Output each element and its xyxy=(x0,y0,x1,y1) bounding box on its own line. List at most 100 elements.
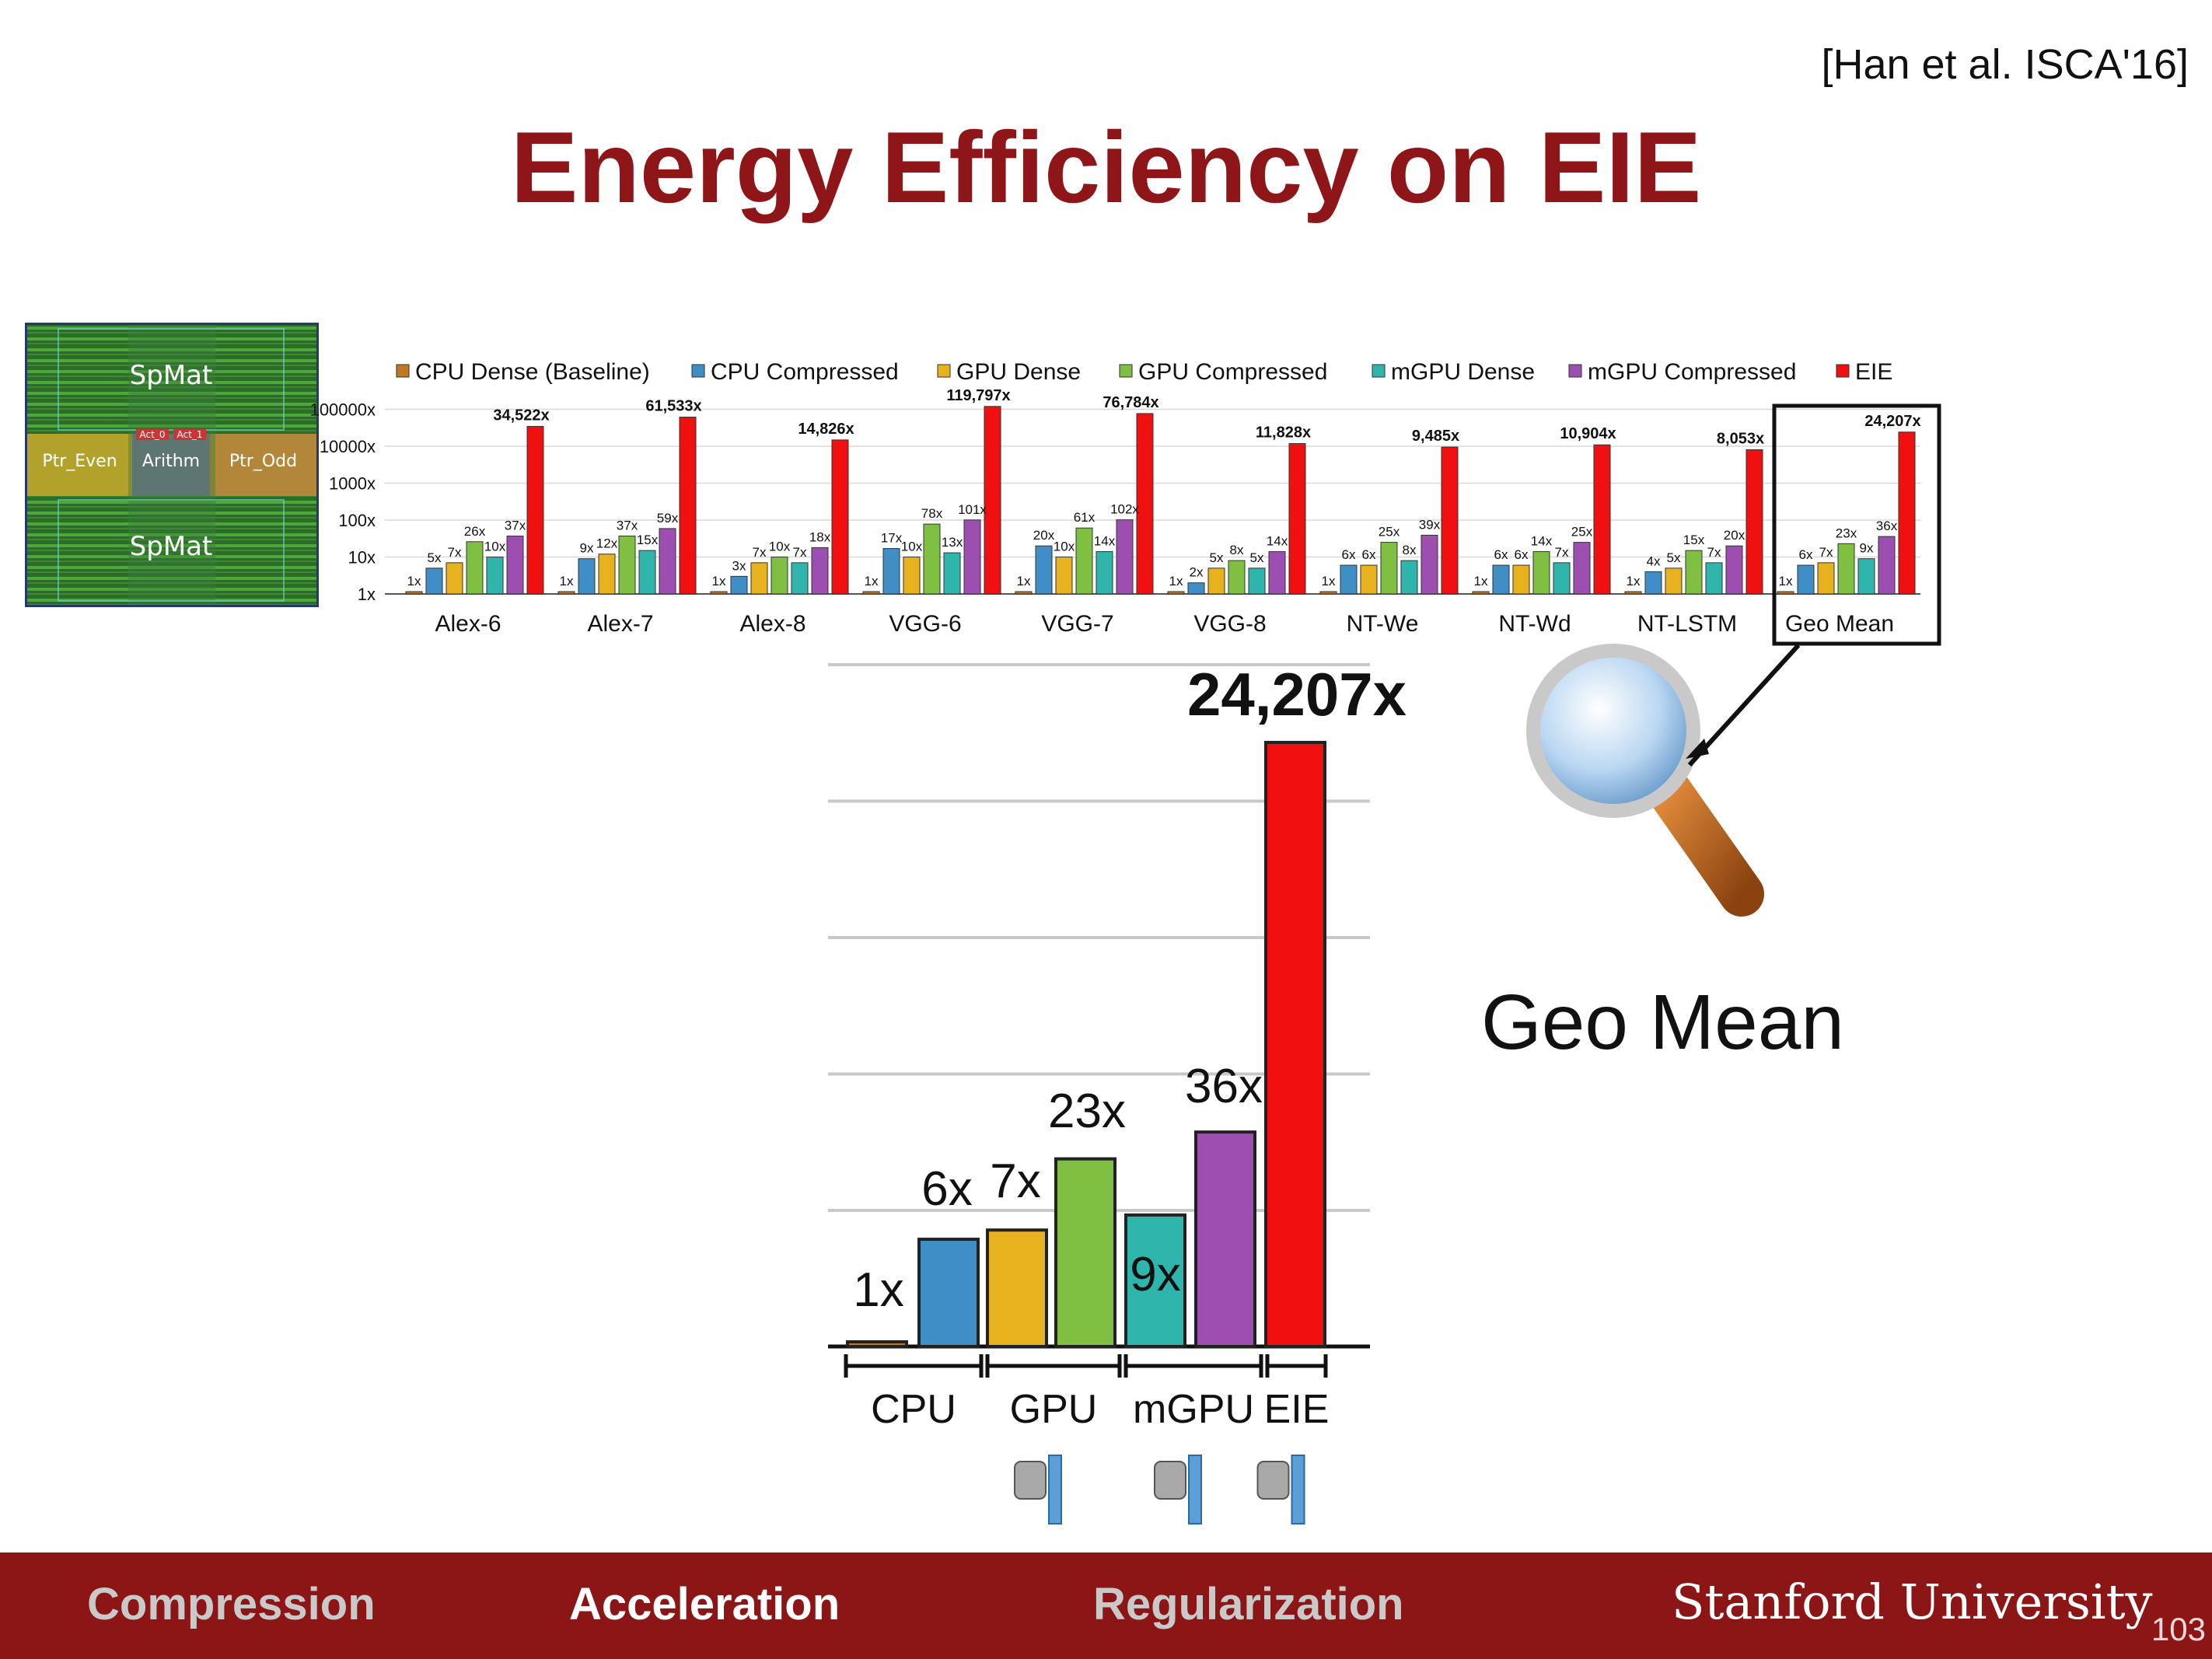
footer-nav-acceleration[interactable]: Acceleration xyxy=(569,1579,840,1629)
category-label: VGG-7 xyxy=(1041,611,1113,637)
bar-value-label: 14x xyxy=(1094,534,1116,549)
legend-label: CPU Compressed xyxy=(711,359,899,385)
bar-value-label: 1x xyxy=(560,574,574,589)
bar-eie-alex-6 xyxy=(526,425,544,595)
bar-eie-nt-we xyxy=(1441,446,1459,595)
bar-value-label: 7x xyxy=(1555,545,1569,560)
magnifier-lens xyxy=(1540,658,1686,804)
bar-value-label: 1x xyxy=(1017,574,1031,589)
bar-gpu-dense-alex-6 xyxy=(446,562,463,595)
bar-value-label: 11,828x xyxy=(1256,424,1311,442)
footer-nav-regularization[interactable]: Regularization xyxy=(1093,1579,1404,1629)
category-label: Alex-7 xyxy=(587,611,653,637)
bar-cpu-compressed-nt-lstm xyxy=(1644,571,1662,595)
bar-cpu-compressed-alex-8 xyxy=(730,575,748,595)
y-tick-label: 1000x xyxy=(329,474,376,494)
bar-value-label: 8x xyxy=(1403,543,1417,557)
bar-value-label: 1x xyxy=(1322,574,1336,589)
bar-value-label: 8,053x xyxy=(1717,430,1764,447)
bar-value-label: 14x xyxy=(1531,534,1553,549)
bar-eie-nt-wd xyxy=(1593,444,1611,595)
bar-value-label: 3x xyxy=(732,558,746,573)
bar-eie-vgg-6 xyxy=(984,406,1001,595)
bar-value-label: 14,826x xyxy=(798,421,854,438)
bar-value-label: 10x xyxy=(1054,540,1075,554)
bar-eie-alex-8 xyxy=(831,439,849,595)
bar-value-label: 4x xyxy=(1647,554,1661,568)
bar-eie-vgg-8 xyxy=(1288,443,1306,595)
chip-label-act1: Act_1 xyxy=(173,429,206,440)
top-chart-y-ticks: 1x 10x 100x 1000x 10000x 100000x xyxy=(310,400,376,605)
legend-swatch xyxy=(396,364,410,378)
bar-value-label: 101x xyxy=(958,502,987,517)
bar-gpu-dense-vgg-7 xyxy=(1055,557,1073,595)
legend-label: CPU Dense (Baseline) xyxy=(415,359,650,385)
bar-value-label: 5x xyxy=(1667,550,1681,565)
bar-gpu-compressed-nt-wd xyxy=(1532,551,1550,595)
bar-value-label: 37x xyxy=(505,519,526,533)
bar-value-label: 1x xyxy=(712,574,726,589)
bar-value-label: 15x xyxy=(1683,533,1705,547)
geo-bar-label: 23x xyxy=(1048,1084,1126,1138)
legend-swatch xyxy=(1568,364,1582,378)
geo-bar-label: 1x xyxy=(853,1263,903,1317)
y-tick-label: 100x xyxy=(338,511,376,530)
bar-mgpu-compressed-alex-8 xyxy=(811,547,829,595)
bar-mgpu-compressed-vgg-7 xyxy=(1116,519,1134,595)
geo-mean-highlight-box xyxy=(1772,403,1941,646)
legend-label: mGPU Compressed xyxy=(1588,359,1796,385)
bar-cpu-compressed-vgg-8 xyxy=(1187,582,1205,595)
legend-swatch xyxy=(1836,364,1850,378)
chip-label-spmat-bottom: SpMat xyxy=(129,531,213,562)
group-label: GPU xyxy=(1010,1387,1098,1432)
bar-value-label: 2x xyxy=(1190,565,1204,580)
bar-gpu-compressed-alex-6 xyxy=(466,541,484,595)
geo-bar-label: 9x xyxy=(1130,1248,1180,1301)
chip-label-ptr-even: Ptr_Even xyxy=(42,452,117,471)
bar-value-label: 25x xyxy=(1571,525,1593,540)
bar-eie-nt-lstm xyxy=(1745,449,1763,595)
bar-value-label: 20x xyxy=(1724,528,1745,543)
chip-label-ptr-odd: Ptr_Odd xyxy=(229,452,298,471)
bar-eie-geo-mean xyxy=(1898,431,1916,595)
bar-value-label: 10x xyxy=(484,540,506,554)
y-tick-label: 100000x xyxy=(310,400,376,420)
bar-value-label: 6x xyxy=(1515,547,1529,562)
bar-mgpu-compressed-nt-lstm xyxy=(1725,545,1743,595)
top-chart-legend: CPU Dense (Baseline) CPU Compressed GPU De… xyxy=(396,359,1892,385)
bar-value-label: 1x xyxy=(865,574,879,589)
bar-cpu-dense-baseline--alex-8 xyxy=(710,591,728,595)
bar-gpu-dense-vgg-6 xyxy=(903,557,921,595)
bar-value-label: 61x xyxy=(1074,510,1096,525)
bar-cpu-dense-baseline--nt-lstm xyxy=(1624,591,1642,595)
chip-label-arithm: Arithm xyxy=(142,452,201,471)
bar-gpu-dense-vgg-8 xyxy=(1207,568,1225,595)
bar-mgpu-compressed-nt-wd xyxy=(1573,542,1591,595)
bar-value-label: 6x xyxy=(1799,547,1813,562)
bar-value-label: 6x xyxy=(1342,547,1356,562)
bar-value-label: 9x xyxy=(580,541,594,556)
y-tick-label: 1x xyxy=(358,585,376,604)
bar-value-label: 10x xyxy=(769,540,791,554)
bar-cpu-compressed-geo-mean xyxy=(1797,564,1815,595)
bar-mgpu-dense-alex-6 xyxy=(486,557,504,595)
bar-value-label: 7x xyxy=(1819,545,1833,560)
bar-mgpu-dense-nt-we xyxy=(1400,560,1418,595)
page-title: Energy Efficiency on EIE xyxy=(510,110,1702,224)
page-number: 103 xyxy=(2151,1611,2206,1647)
bar-cpu-dense-baseline--geo-mean xyxy=(1777,591,1794,595)
category-label: Geo Mean xyxy=(1785,611,1894,637)
bar-mgpu-compressed-alex-7 xyxy=(659,528,676,595)
bar-value-label: 7x xyxy=(793,545,807,560)
footer-nav-compression[interactable]: Compression xyxy=(87,1579,376,1629)
bar-gpu-compressed-alex-8 xyxy=(771,557,788,595)
bar-cpu-compressed-alex-6 xyxy=(425,568,443,595)
bar-gpu-compressed-vgg-7 xyxy=(1075,527,1093,595)
bar-mgpu-dense-vgg-7 xyxy=(1096,551,1113,595)
bar-value-label: 20x xyxy=(1033,528,1055,543)
bar-cpu-dense-baseline--vgg-8 xyxy=(1167,591,1185,595)
bar-value-label: 5x xyxy=(428,550,442,565)
